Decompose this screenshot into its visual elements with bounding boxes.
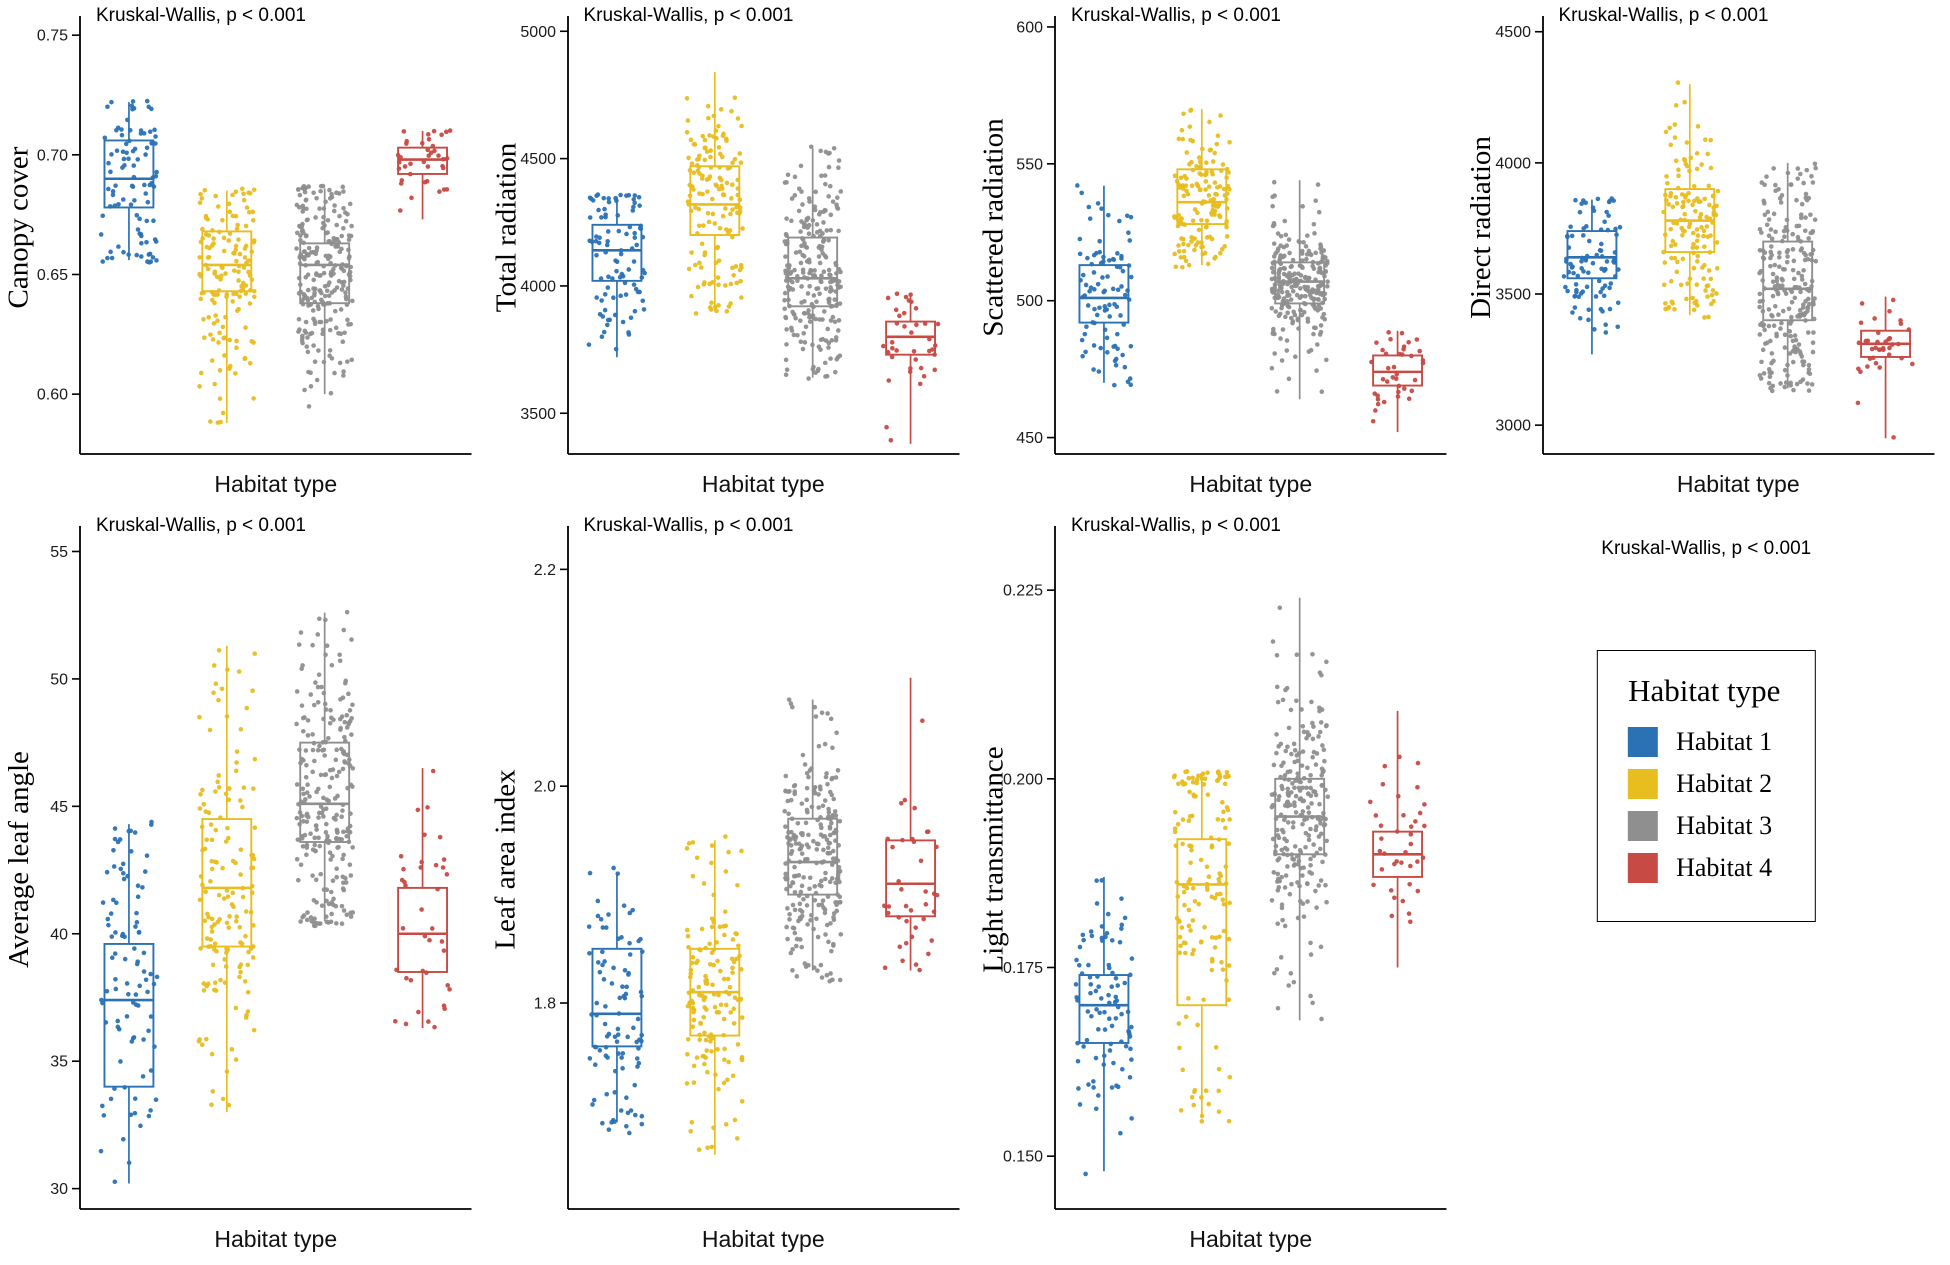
kw-annotation: Kruskal-Wallis, p < 0.001 — [96, 5, 306, 26]
svg-text:35: 35 — [50, 1054, 68, 1071]
legend-item-label: Habitat 2 — [1676, 769, 1773, 798]
x-axis-title: Habitat type — [214, 471, 338, 497]
svg-text:4500: 4500 — [520, 151, 556, 168]
plot-leaf-area-index: 1.8 2.0 2.2 — [533, 526, 959, 1210]
plot-canopy-cover: 0.60 0.65 0.70 0.75 — [37, 16, 472, 455]
panel-scattered-radiation: 450 500 550 600 Scattered radiation Kruskal… — [975, 0, 1463, 510]
panel-canopy-cover: 0.60 0.65 0.70 0.75 Canopy cover Kruskal-Wa… — [0, 0, 488, 510]
svg-text:4000: 4000 — [520, 278, 556, 295]
panel-average-leaf-angle: 30 35 40 45 50 55 Average leaf angle Kruskal-… — [0, 510, 488, 1265]
legend-item-habitat-4: Habitat 4 — [1628, 853, 1780, 883]
kw-annotation: Kruskal-Wallis, p < 0.001 — [96, 515, 306, 536]
svg-text:500: 500 — [1016, 293, 1043, 310]
plot-average-leaf-angle: 30 35 40 45 50 55 — [50, 526, 472, 1210]
panel-light-transmittance: 0.150 0.175 0.200 0.225 Light transmittance… — [975, 510, 1463, 1265]
plot-total-radiation: 3500 4000 4500 5000 — [520, 16, 959, 455]
svg-text:0.200: 0.200 — [1003, 771, 1043, 788]
svg-text:0.150: 0.150 — [1003, 1149, 1043, 1166]
x-axis-title: Habitat type — [1189, 1226, 1313, 1252]
kw-annotation: Kruskal-Wallis, p < 0.001 — [1558, 5, 1769, 26]
habitat-2-swatch — [1628, 769, 1659, 799]
svg-text:3500: 3500 — [1495, 287, 1531, 304]
svg-text:550: 550 — [1016, 156, 1043, 173]
habitat-type-legend: Habitat type Habitat 1 Habitat 2 Habitat… — [1597, 650, 1816, 922]
plot-direct-radiation: 3000 3500 4000 4500 — [1495, 16, 1934, 455]
kw-annotation: Kruskal-Wallis, p < 0.001 — [1071, 5, 1281, 26]
panel-leaf-area-index: 1.8 2.0 2.2 Leaf area index Kruskal-Wallis… — [488, 510, 976, 1265]
svg-text:3500: 3500 — [520, 406, 556, 423]
svg-text:600: 600 — [1016, 19, 1043, 36]
kw-annotation: Kruskal-Wallis, p < 0.001 — [583, 515, 794, 536]
x-axis-title: Habitat type — [214, 1226, 338, 1252]
legend-item-label: Habitat 1 — [1676, 727, 1773, 756]
svg-text:30: 30 — [50, 1181, 68, 1198]
legend-panel: Kruskal-Wallis, p < 0.001 Habitat type H… — [1463, 510, 1950, 1265]
svg-text:45: 45 — [50, 799, 68, 816]
kw-annotation: Kruskal-Wallis, p < 0.001 — [1601, 538, 1812, 559]
panel-total-radiation: 3500 4000 4500 5000 Total radiation Kruskal… — [488, 0, 976, 510]
legend-item-habitat-1: Habitat 1 — [1628, 727, 1780, 757]
habitat-3-swatch — [1628, 811, 1659, 841]
svg-text:0.75: 0.75 — [37, 28, 68, 45]
legend-title: Habitat type — [1628, 673, 1781, 708]
legend-item-habitat-3: Habitat 3 — [1628, 811, 1780, 841]
x-axis-title: Habitat type — [1189, 471, 1313, 497]
plot-light-transmittance: 0.150 0.175 0.200 0.225 — [1003, 526, 1447, 1210]
svg-text:4500: 4500 — [1495, 24, 1531, 41]
panel-direct-radiation: 3000 3500 4000 4500 Direct radiation Kruska… — [1463, 0, 1950, 510]
svg-text:40: 40 — [50, 926, 68, 943]
x-axis-title: Habitat type — [701, 1226, 825, 1252]
habitat-4-swatch — [1628, 853, 1659, 883]
legend-item-label: Habitat 4 — [1676, 853, 1773, 882]
svg-text:0.60: 0.60 — [37, 387, 68, 404]
x-axis-title: Habitat type — [1676, 471, 1800, 497]
svg-text:2.0: 2.0 — [533, 779, 555, 796]
x-axis-title: Habitat type — [701, 471, 825, 497]
kw-annotation: Kruskal-Wallis, p < 0.001 — [583, 5, 794, 26]
svg-text:0.70: 0.70 — [37, 147, 68, 164]
svg-text:2.2: 2.2 — [533, 562, 555, 579]
svg-text:0.175: 0.175 — [1003, 960, 1043, 977]
legend-item-label: Habitat 3 — [1676, 811, 1773, 840]
figure-row-1: 0.60 0.65 0.70 0.75 Canopy cover Kruskal-Wa… — [0, 0, 1950, 510]
svg-text:5000: 5000 — [520, 24, 556, 41]
svg-text:50: 50 — [50, 671, 68, 688]
svg-text:4000: 4000 — [1495, 155, 1531, 172]
svg-text:1.8: 1.8 — [533, 996, 555, 1013]
plot-scattered-radiation: 450 500 550 600 — [1016, 16, 1447, 455]
svg-text:0.65: 0.65 — [37, 267, 68, 284]
habitat-1-swatch — [1628, 727, 1659, 757]
figure-row-2: 30 35 40 45 50 55 Average leaf angle Kruskal-… — [0, 510, 1950, 1265]
legend-item-habitat-2: Habitat 2 — [1628, 769, 1780, 799]
svg-text:0.225: 0.225 — [1003, 583, 1043, 600]
svg-text:450: 450 — [1016, 430, 1043, 447]
kw-annotation: Kruskal-Wallis, p < 0.001 — [1071, 515, 1281, 536]
svg-text:55: 55 — [50, 544, 68, 561]
svg-text:3000: 3000 — [1495, 418, 1531, 435]
